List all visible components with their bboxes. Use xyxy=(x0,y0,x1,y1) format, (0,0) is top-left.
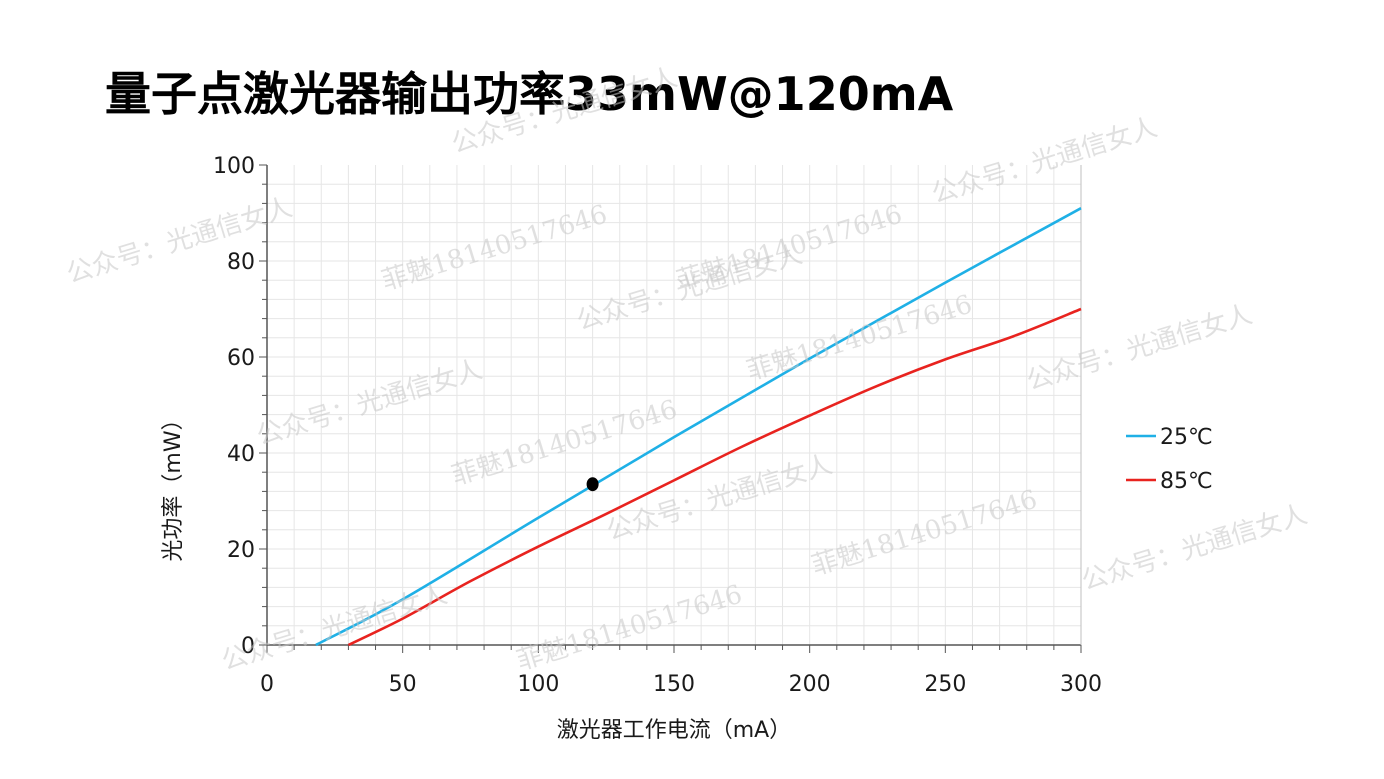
annotation-points xyxy=(586,477,599,492)
x-tick-label: 100 xyxy=(517,672,559,697)
grid-lines xyxy=(267,165,1081,645)
x-tick-label: 300 xyxy=(1060,672,1102,697)
legend-label-1: 25℃ xyxy=(1160,425,1213,450)
watermark-text: 公众号：光通信女人 xyxy=(63,193,296,290)
y-tick-label: 40 xyxy=(227,442,255,467)
watermark-text: 公众号：光通信女人 xyxy=(1023,300,1256,397)
watermark-text: 菲魅18140517646 xyxy=(378,200,611,297)
legend-label-2: 85℃ xyxy=(1160,469,1213,494)
tick-labels: 0 50 100 150 200 250 300 0 20 40 60 80 100 激光器工作电流（mA… xyxy=(161,154,1102,743)
series-lines xyxy=(315,207,1082,647)
y-tick-label: 0 xyxy=(241,634,255,659)
watermark-text: 公众号：光通信女人 xyxy=(928,113,1161,210)
legend: 25℃ 85℃ xyxy=(1126,425,1213,494)
x-tick-label: 50 xyxy=(389,672,417,697)
watermark-text: 公众号：光通信女人 xyxy=(448,63,681,160)
y-tick-label: 80 xyxy=(227,250,255,275)
watermark-text: 菲魅18140517646 xyxy=(448,395,681,492)
y-tick-label: 100 xyxy=(213,154,255,179)
slide-title: 量子点激光器输出功率33mW@120mA xyxy=(105,67,954,121)
axes xyxy=(259,164,1082,653)
series-line-2 xyxy=(347,307,1082,647)
watermark-text: 公众号：光通信女人 xyxy=(253,355,486,452)
x-tick-label: 250 xyxy=(924,672,966,697)
x-axis-title: 激光器工作电流（mA） xyxy=(557,718,791,743)
watermark-text: 菲魅18140517646 xyxy=(808,485,1041,582)
annotation-point-1 xyxy=(586,477,599,492)
series-line-1 xyxy=(315,207,1082,647)
y-axis-title: 光功率（mW） xyxy=(161,408,186,561)
watermark-text: 公众号：光通信女人 xyxy=(218,580,451,677)
x-tick-label: 150 xyxy=(653,672,695,697)
watermark-text: 菲魅18140517646 xyxy=(673,200,906,297)
y-tick-label: 20 xyxy=(227,538,255,563)
x-tick-label: 200 xyxy=(789,672,831,697)
watermark-text: 菲魅18140517646 xyxy=(513,580,746,677)
y-tick-label: 60 xyxy=(227,346,255,371)
watermark-text: 公众号：光通信女人 xyxy=(1078,500,1311,597)
x-tick-label: 0 xyxy=(260,672,274,697)
